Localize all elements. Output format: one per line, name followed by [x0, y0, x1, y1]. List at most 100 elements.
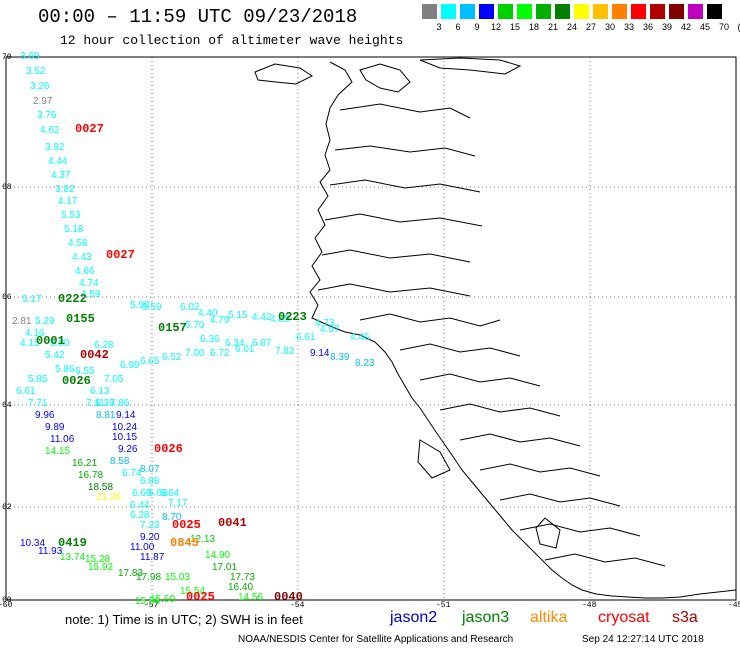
wave-height-reading: 9.14 — [116, 410, 136, 421]
scale-swatch — [574, 4, 589, 19]
lat-label: 66 — [2, 293, 12, 302]
scale-label: 45 — [699, 22, 710, 32]
map-title: 00:00 – 11:59 UTC 09/23/2018 — [38, 6, 358, 28]
wave-height-reading: 2.97 — [33, 96, 53, 107]
credit-line: NOAA/NESDIS Center for Satellite Applica… — [238, 634, 514, 645]
lat-label: 68 — [2, 183, 12, 192]
wave-height-reading: 18.58 — [88, 482, 114, 493]
wave-height-reading: 3.26 — [30, 81, 50, 92]
wave-height-reading: 6.28 — [130, 510, 150, 521]
pass-time-label: 0040 — [274, 590, 303, 604]
scale-label: 12 — [490, 22, 501, 32]
wave-height-reading: 4.85 — [270, 314, 290, 325]
wave-height-reading: 4.59 — [81, 289, 101, 300]
wave-height-reading: 11.87 — [140, 552, 165, 563]
pass-time-label: 0157 — [158, 321, 187, 335]
scale-swatch — [631, 4, 646, 19]
lat-label: 62 — [2, 503, 12, 512]
greenland-coastline — [254, 57, 737, 599]
wave-height-reading: 13.74 — [60, 552, 86, 563]
wave-height-reading: 4.40 — [198, 308, 218, 319]
wave-height-reading: 6.74 — [122, 468, 142, 479]
scale-swatch — [422, 4, 437, 19]
wave-height-reading: 4.44 — [48, 156, 68, 167]
legend-jason2: jason2 — [390, 609, 438, 626]
wave-height-reading: 16.78 — [78, 470, 104, 481]
wave-height-reading: 6.01 — [235, 344, 255, 355]
lon-label: -48 — [582, 601, 597, 610]
wave-height-reading: 4.73 — [315, 318, 335, 329]
wave-height-reading: 8.70 — [162, 512, 182, 523]
lat-label: 60 — [2, 596, 12, 605]
wave-height-reading: 3.92 — [45, 142, 65, 153]
wave-height-reading: 10.34 — [20, 538, 46, 549]
lon-label: -45 — [728, 601, 740, 610]
scale-label: 24 — [566, 22, 577, 32]
wave-height-reading: 9.14 — [310, 348, 330, 359]
wave-height-reading: 6.02 — [180, 302, 200, 313]
wave-height-reading: 6.13 — [90, 386, 110, 397]
pass-time-label: 0042 — [80, 348, 109, 362]
scale-label: 30 — [604, 22, 615, 32]
wave-height-reading: 6.64 — [160, 488, 180, 499]
wave-height-reading: 6.61 — [296, 332, 316, 343]
wave-height-reading: 16.21 — [72, 458, 98, 469]
scale-label: 27 — [585, 22, 596, 32]
wave-height-reading: 10.24 — [112, 422, 138, 433]
wave-height-reading: 16.40 — [228, 582, 254, 593]
pass-time-label: 0223 — [278, 310, 307, 324]
wave-height-reading: 9.20 — [140, 532, 160, 543]
wave-height-reading: 4.42 — [252, 312, 272, 323]
legend-s3a: s3a — [672, 609, 698, 626]
wave-height-reading: 5.85 — [28, 374, 48, 385]
wave-height-reading: 7.11 — [86, 398, 105, 409]
wave-height-reading: 6.88 — [140, 476, 160, 487]
wave-height-reading: 4.62 — [40, 125, 60, 136]
wave-height-reading: 17.01 — [212, 562, 238, 573]
wave-height-reading: 3.76 — [37, 110, 57, 121]
wave-height-reading: 5.86 — [55, 364, 75, 375]
wave-height-reading: 6.36 — [200, 334, 220, 345]
wave-height-reading: 4.43 — [72, 252, 92, 263]
map-subtitle: 12 hour collection of altimeter wave hei… — [60, 33, 404, 48]
legend-altika: altika — [530, 609, 568, 626]
wave-height-reading: 9.96 — [35, 410, 55, 421]
wave-height-reading: 14.90 — [205, 550, 231, 561]
wave-height-reading: 14.15 — [45, 446, 71, 457]
map-frame — [5, 56, 737, 601]
scale-label: 15 — [509, 22, 520, 32]
wave-height-reading: 7.00 — [185, 348, 205, 359]
scale-swatch — [517, 4, 532, 19]
scale-label: 39 — [661, 22, 672, 32]
pass-time-label: 0026 — [62, 374, 91, 388]
wave-height-reading: 10.15 — [112, 432, 138, 443]
scale-swatch — [650, 4, 665, 19]
wave-height-reading: 8.39 — [330, 352, 350, 363]
wave-height-reading: 6.99 — [120, 360, 140, 371]
wave-height-reading: 6.52 — [162, 352, 182, 363]
wave-height-reading: 21.26 — [96, 492, 122, 503]
pass-time-label: 0001 — [36, 334, 65, 348]
scale-label: (ft) — [732, 22, 740, 32]
wave-height-reading: 6.55 — [75, 366, 95, 377]
wave-height-reading: 8.81 — [96, 410, 116, 421]
wave-height-reading: 7.82 — [275, 346, 295, 357]
scale-swatch — [479, 4, 494, 19]
legend-cryosat: cryosat — [598, 609, 650, 626]
wave-height-reading: 11.06 — [50, 434, 75, 445]
scale-label: 3 — [436, 22, 442, 32]
wave-height-reading: 6.28 — [94, 340, 114, 351]
wave-height-reading: 15.60 — [150, 594, 176, 605]
wave-height-reading: 8.07 — [140, 464, 160, 475]
scale-swatch — [555, 4, 570, 19]
wave-height-reading: 4.74 — [79, 278, 99, 289]
scale-label: 70 — [718, 22, 729, 32]
wave-height-reading: 5.53 — [61, 210, 81, 221]
wave-height-reading: 12.13 — [190, 534, 216, 545]
scale-label: 36 — [642, 22, 653, 32]
wave-height-reading: 5.59 — [142, 302, 162, 313]
wave-height-reading: 5.80 — [50, 338, 70, 349]
scale-label: 21 — [547, 22, 558, 32]
wave-height-reading: 7.23 — [140, 520, 160, 531]
scale-label: 9 — [474, 22, 480, 32]
